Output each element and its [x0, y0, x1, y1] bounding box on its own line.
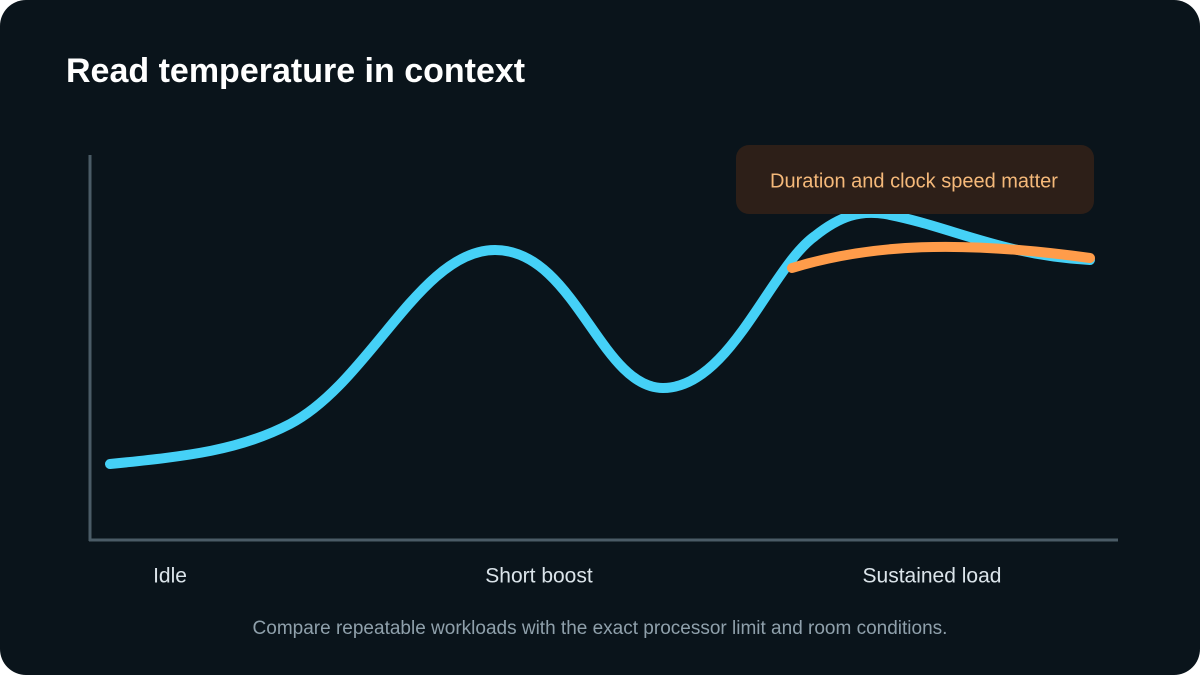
callout-text: Duration and clock speed matter — [770, 170, 1058, 192]
stage-label: Short boost — [485, 565, 593, 588]
callout-box — [736, 145, 1094, 214]
stage-label: Sustained load — [863, 565, 1002, 588]
temperature-curve — [105, 207, 1095, 469]
stage-label: Idle — [153, 565, 187, 588]
clock-curve — [787, 241, 1095, 273]
title: Read temperature in context — [66, 52, 525, 90]
caption: Compare repeatable workloads with the ex… — [253, 618, 948, 639]
